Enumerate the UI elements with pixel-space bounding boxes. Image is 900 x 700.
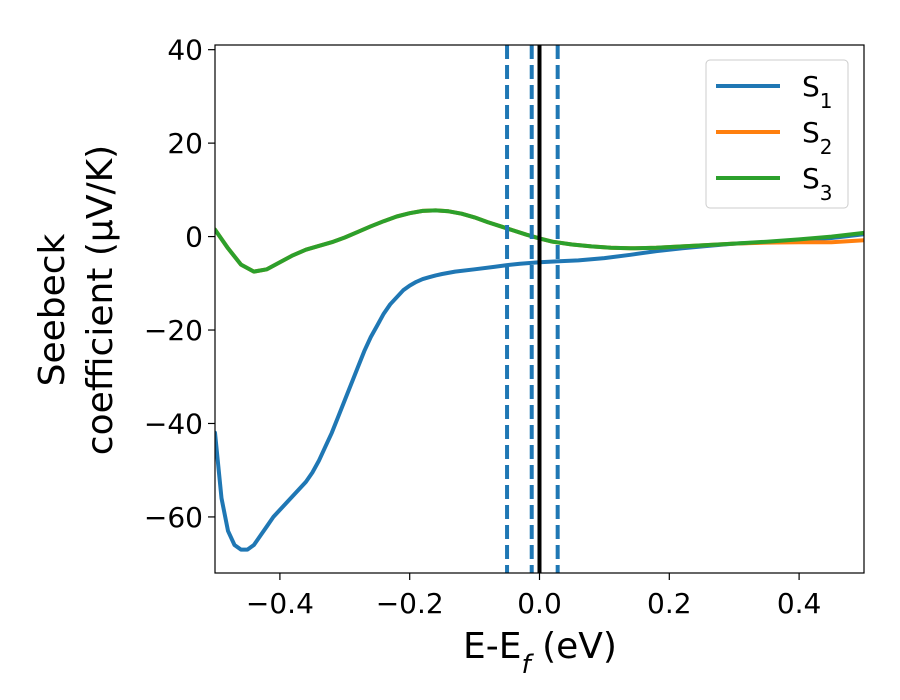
y-axis-label-line1: Seebeck	[32, 233, 73, 386]
y-axis-ticks: −60 −40 −20 0 20 40	[144, 34, 215, 534]
x-tick-label: 0.0	[517, 587, 562, 620]
series-line-S3	[215, 208, 864, 274]
series-layer	[215, 208, 864, 552]
y-tick-label: −40	[144, 407, 203, 440]
x-axis-label: E-Ef (eV)	[463, 626, 617, 680]
y-tick-label: 40	[167, 34, 203, 67]
legend-label-S2: S2	[802, 116, 833, 159]
series-line-S1	[215, 232, 864, 552]
x-axis-ticks: −0.4 −0.2 0.0 0.2 0.4	[246, 573, 821, 620]
y-axis-label-line2: coefficient (μV/K)	[80, 145, 121, 455]
y-tick-label: 20	[167, 127, 203, 160]
y-tick-label: −20	[144, 314, 203, 347]
y-tick-label: −60	[144, 501, 203, 534]
x-tick-label: 0.4	[777, 587, 822, 620]
x-tick-label: 0.2	[647, 587, 692, 620]
y-axis-label: Seebeck coefficient (μV/K)	[32, 145, 121, 455]
x-tick-label: −0.2	[376, 587, 444, 620]
legend-label-S3: S3	[802, 162, 833, 205]
x-tick-label: −0.4	[246, 587, 314, 620]
legend-label-S1: S1	[802, 70, 833, 113]
reference-lines	[505, 45, 560, 573]
y-tick-label: 0	[185, 221, 203, 254]
